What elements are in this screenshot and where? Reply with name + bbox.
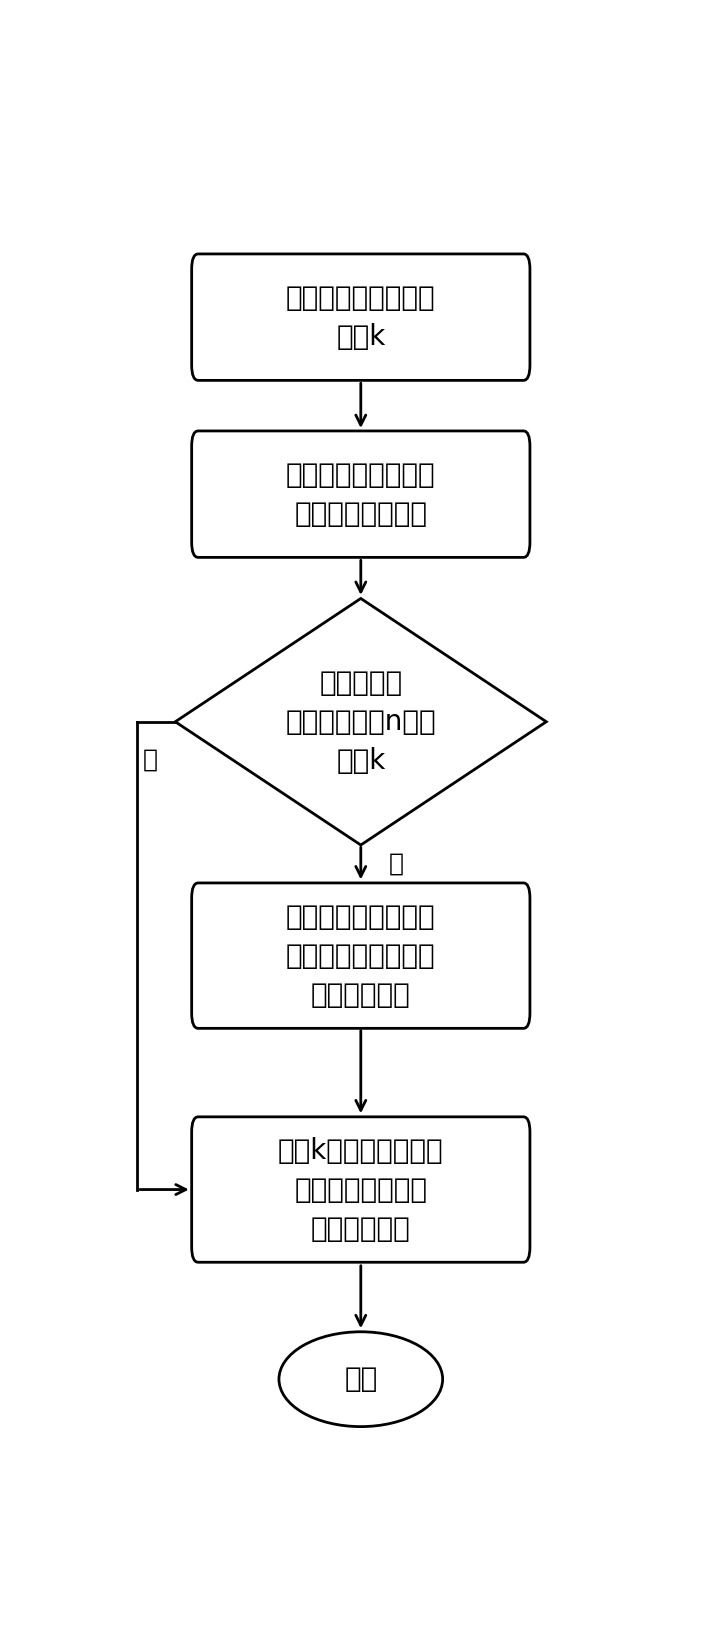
FancyBboxPatch shape	[191, 1117, 530, 1263]
FancyBboxPatch shape	[191, 883, 530, 1028]
FancyBboxPatch shape	[191, 255, 530, 381]
Text: 将集合间距离最近的
两个站点集合合并为
一个站点集合: 将集合间距离最近的 两个站点集合合并为 一个站点集合	[286, 903, 436, 1008]
Text: 初始化每个站点为一
个单独的站点集合: 初始化每个站点为一 个单独的站点集合	[286, 461, 436, 527]
Polygon shape	[175, 598, 546, 846]
Text: 确定充电区域的划分
数目k: 确定充电区域的划分 数目k	[286, 284, 436, 351]
Text: 是: 是	[143, 747, 158, 772]
Text: 判断目前站
点集合的个数n是否
等于k: 判断目前站 点集合的个数n是否 等于k	[286, 668, 436, 775]
FancyBboxPatch shape	[191, 430, 530, 557]
Text: 结束: 结束	[344, 1365, 377, 1392]
Text: 否: 否	[389, 851, 404, 875]
Text: 得到k个站点集合，每
个站点集合即构成
一个充电区域: 得到k个站点集合，每 个站点集合即构成 一个充电区域	[278, 1136, 444, 1243]
Ellipse shape	[279, 1332, 443, 1427]
